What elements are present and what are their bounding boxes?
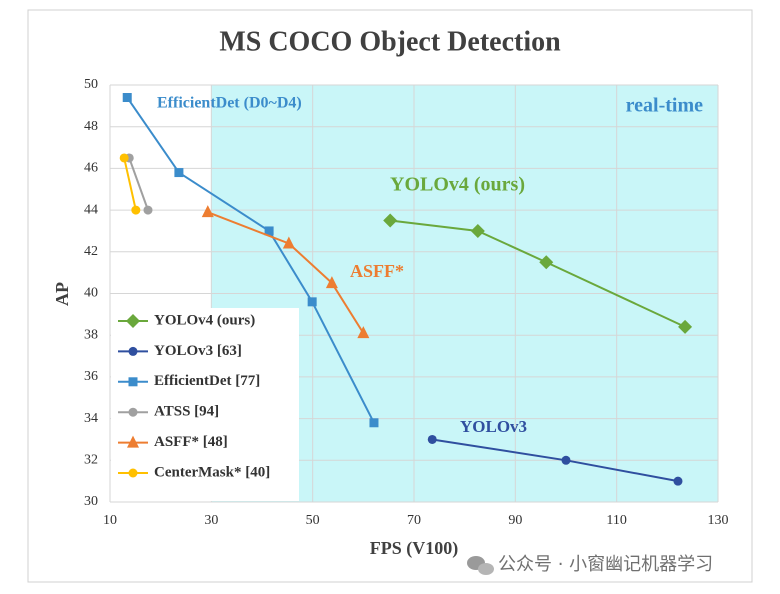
marker: [201, 205, 214, 218]
marker: [128, 377, 138, 387]
marker: [470, 223, 485, 238]
x-tick-label: 90: [508, 513, 522, 528]
legend-label: ASFF* [48]: [154, 434, 228, 450]
series-line: [207, 211, 365, 334]
marker: [119, 153, 129, 163]
marker: [561, 455, 571, 465]
legend-label: YOLOv3 [63]: [154, 343, 242, 359]
marker: [427, 434, 437, 444]
legend: YOLOv4 (ours) YOLOv3 [63] EfficientDet [77…: [111, 308, 299, 501]
annotation: ASFF*: [350, 261, 404, 281]
legend-label: EfficientDet [77]: [154, 373, 260, 389]
annotation: EfficientDet (D0~D4): [157, 95, 302, 112]
marker: [127, 435, 139, 448]
marker: [264, 226, 274, 236]
y-tick-label: 48: [84, 119, 98, 134]
marker: [282, 236, 295, 249]
y-tick-label: 40: [84, 286, 98, 301]
marker: [128, 346, 138, 356]
y-tick-label: 34: [84, 411, 98, 426]
marker: [122, 93, 132, 103]
y-tick-label: 38: [84, 327, 98, 342]
y-tick-label: 46: [84, 161, 98, 176]
marker: [128, 407, 138, 417]
series-line: [128, 157, 149, 211]
y-tick-label: 32: [84, 453, 98, 468]
y-tick-label: 36: [84, 369, 98, 384]
annotation: YOLOv3: [460, 417, 527, 436]
marker: [673, 476, 683, 486]
annotation: YOLOv4 (ours): [390, 174, 525, 196]
marker: [369, 418, 379, 428]
y-tick-label: 42: [84, 244, 98, 259]
watermark-icon: [467, 556, 494, 575]
legend-box: [111, 308, 299, 501]
x-tick-label: 10: [103, 513, 117, 528]
marker: [539, 255, 554, 270]
chart-title: MS COCO Object Detection: [219, 26, 561, 57]
marker: [128, 468, 138, 478]
x-tick-label: 110: [606, 513, 626, 528]
series-line: [123, 157, 137, 211]
y-tick-label: 44: [84, 202, 98, 217]
legend-label: YOLOv4 (ours): [154, 312, 255, 328]
marker: [126, 314, 140, 328]
marker: [383, 213, 398, 228]
marker: [174, 168, 184, 178]
marker: [143, 205, 153, 215]
series-line: [390, 219, 686, 328]
x-tick-label: 130: [708, 513, 729, 528]
region-label: real-time: [626, 95, 703, 117]
y-tick-label: 50: [84, 77, 98, 92]
watermark: 公众号 · 小窗幽记机器学习: [498, 554, 713, 575]
y-axis-label: AP: [52, 282, 72, 306]
x-axis-label: FPS (V100): [370, 538, 459, 559]
x-tick-label: 50: [306, 513, 320, 528]
marker: [325, 276, 338, 289]
x-tick-label: 30: [204, 513, 218, 528]
marker: [678, 319, 693, 334]
legend-label: CenterMask* [40]: [154, 464, 270, 480]
legend-label: ATSS [94]: [154, 404, 219, 420]
y-tick-label: 30: [84, 494, 98, 509]
marker: [307, 297, 317, 307]
marker: [357, 326, 370, 339]
marker: [131, 205, 141, 215]
x-tick-label: 70: [407, 513, 421, 528]
